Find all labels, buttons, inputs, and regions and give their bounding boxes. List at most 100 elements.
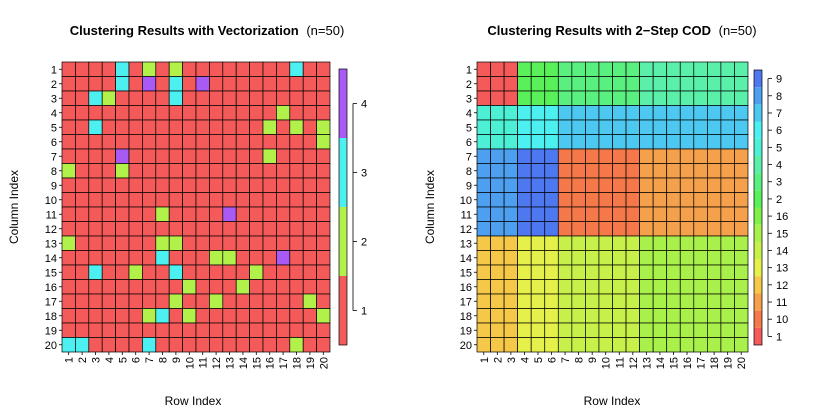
legend-tick-label: 15	[776, 228, 788, 240]
heatmap-cell	[182, 134, 197, 150]
heatmap-cell	[557, 308, 573, 324]
y-tick-label: 18	[460, 311, 472, 323]
heatmap-cell	[222, 163, 237, 179]
heatmap-cell	[302, 279, 317, 295]
heatmap-cell	[302, 293, 317, 309]
heatmap-cell	[289, 134, 304, 150]
heatmap-cell	[61, 177, 76, 193]
heatmap-cell	[612, 163, 627, 179]
heatmap-cell	[209, 76, 224, 92]
heatmap-cell	[88, 76, 103, 92]
heatmap-cell	[195, 235, 210, 251]
heatmap-cell	[720, 177, 735, 193]
heatmap-cell	[720, 163, 735, 179]
heatmap-cell	[235, 177, 250, 193]
heatmap-cell	[168, 250, 183, 266]
heatmap-cell	[262, 235, 277, 251]
heatmap-cell	[517, 90, 532, 106]
heatmap-cell	[503, 76, 519, 92]
heatmap-cell	[679, 76, 695, 92]
y-tick-label: 6	[466, 137, 472, 149]
heatmap-cell	[639, 192, 654, 208]
heatmap-cell	[142, 119, 157, 135]
heatmap-cell	[195, 221, 210, 237]
heatmap-cell	[625, 177, 640, 193]
chart-title: Clustering Results with Vectorization (n…	[70, 23, 345, 38]
heatmap-cell	[101, 177, 116, 193]
heatmap-cell	[262, 250, 277, 266]
heatmap-cell	[222, 250, 237, 266]
heatmap-cell	[276, 76, 291, 92]
heatmap-cell	[625, 264, 640, 280]
legend-tick-label: 4	[361, 99, 367, 111]
heatmap-cell	[142, 337, 157, 353]
heatmap-cell	[517, 293, 532, 309]
heatmap-cell	[679, 177, 695, 193]
heatmap-cell	[706, 119, 722, 135]
heatmap-cell	[571, 206, 586, 222]
heatmap-cell	[598, 192, 613, 208]
legend-tick-label: 10	[776, 314, 788, 326]
heatmap-cell	[155, 61, 170, 77]
heatmap-cell	[476, 279, 491, 295]
heatmap-cell	[61, 264, 76, 280]
y-tick-label: 16	[460, 282, 472, 294]
heatmap-cell	[693, 322, 708, 338]
heatmap-cell	[128, 264, 143, 280]
heatmap-cell	[302, 163, 317, 179]
heatmap-cell	[720, 235, 735, 251]
heatmap-cell	[289, 76, 304, 92]
heatmap-cell	[75, 308, 90, 324]
heatmap-cell	[142, 293, 157, 309]
legend-tick-label: 1	[361, 306, 367, 318]
heatmap-cell	[289, 90, 304, 106]
x-tick-label: 17	[278, 357, 290, 369]
heatmap-cell	[557, 293, 573, 309]
heatmap-cell	[75, 264, 90, 280]
heatmap-cell	[222, 192, 237, 208]
heatmap-cell	[679, 308, 695, 324]
heatmap-cell	[517, 250, 532, 266]
heatmap-cell	[289, 235, 304, 251]
heatmap-cell	[585, 134, 600, 150]
heatmap-cell	[316, 148, 331, 164]
heatmap-cell	[585, 221, 600, 237]
x-tick-label: 16	[265, 357, 277, 369]
heatmap-cell	[316, 61, 331, 77]
heatmap-cell	[222, 279, 237, 295]
heatmap-cell	[490, 293, 505, 309]
heatmap-cell	[276, 105, 291, 121]
heatmap-cell	[720, 192, 735, 208]
heatmap-cell	[222, 308, 237, 324]
heatmap-cell	[195, 250, 210, 266]
legend-swatch	[754, 224, 762, 242]
heatmap-cell	[142, 264, 157, 280]
heatmap-cell	[476, 148, 491, 164]
heatmap-cell	[209, 177, 224, 193]
heatmap-cell	[666, 192, 681, 208]
heatmap-cell	[639, 177, 654, 193]
heatmap-cell	[88, 293, 103, 309]
x-tick-label: 11	[198, 357, 210, 368]
x-tick-label: 4	[519, 357, 531, 363]
heatmap-cell	[101, 337, 116, 353]
heatmap-cell	[720, 61, 735, 77]
heatmap-cell	[115, 279, 130, 295]
heatmap-cell	[61, 105, 76, 121]
heatmap-cell	[249, 279, 264, 295]
heatmap-cell	[490, 76, 505, 92]
heatmap-cell	[276, 308, 291, 324]
heatmap-cell	[503, 250, 519, 266]
heatmap-cell	[289, 206, 304, 222]
legend-swatch	[339, 69, 347, 138]
heatmap-cell	[490, 250, 505, 266]
y-tick-label: 10	[460, 195, 472, 207]
heatmap-cell	[195, 134, 210, 150]
heatmap-cell	[302, 192, 317, 208]
heatmap-cell	[235, 163, 250, 179]
heatmap-cell	[276, 264, 291, 280]
heatmap-cell	[142, 250, 157, 266]
heatmap-cell	[128, 337, 143, 353]
heatmap-cell	[652, 206, 668, 222]
